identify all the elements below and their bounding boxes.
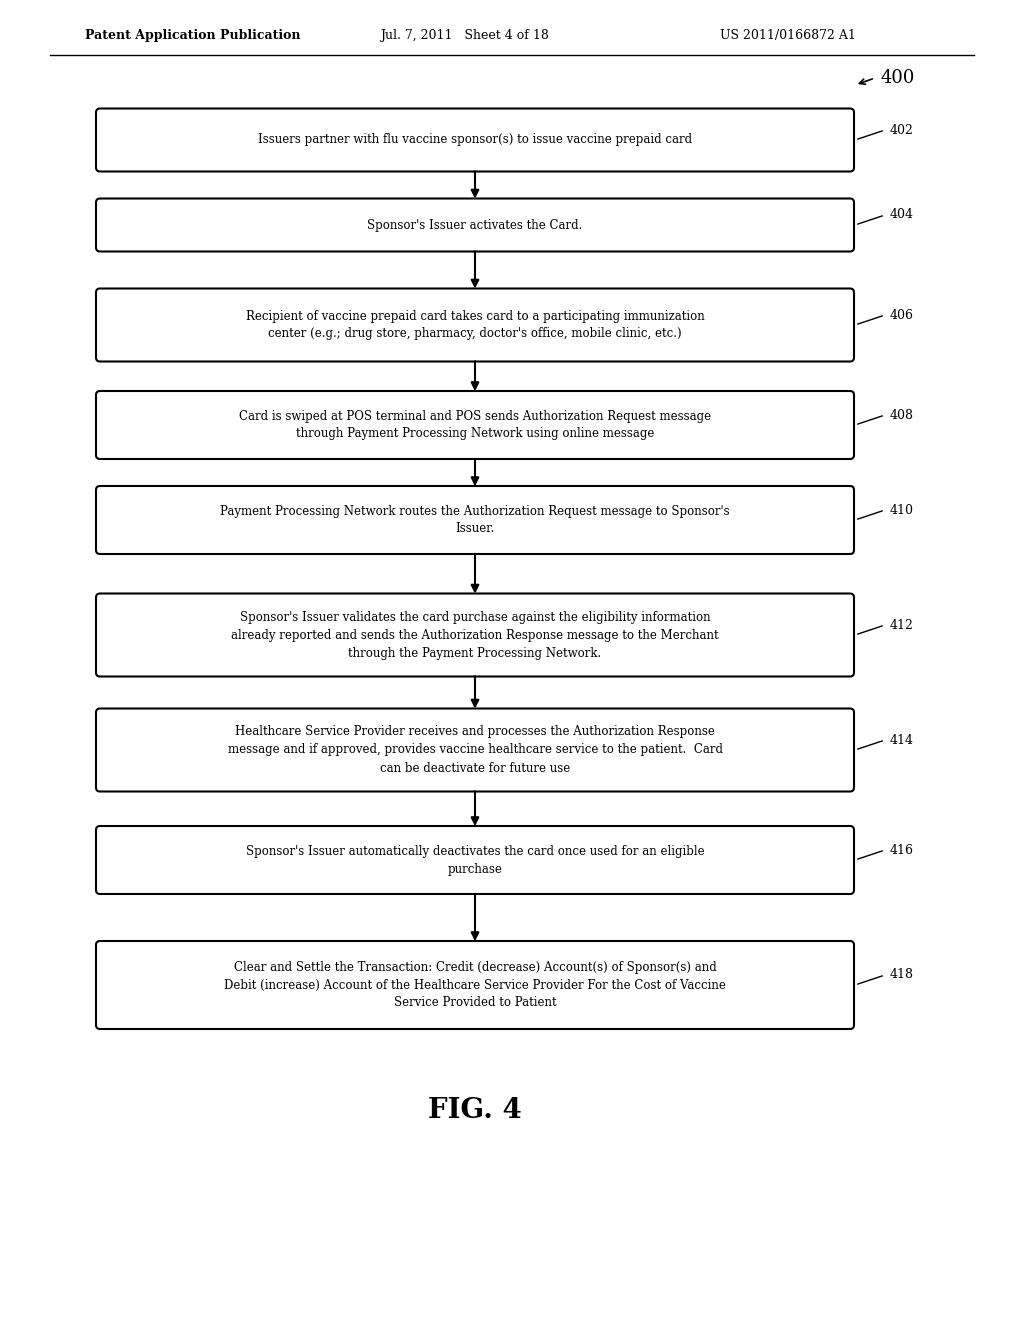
FancyBboxPatch shape	[96, 289, 854, 362]
Text: 414: 414	[890, 734, 914, 747]
Text: Service Provided to Patient: Service Provided to Patient	[393, 997, 556, 1010]
Text: 410: 410	[890, 503, 914, 516]
Text: Debit (increase) Account of the Healthcare Service Provider For the Cost of Vacc: Debit (increase) Account of the Healthca…	[224, 978, 726, 991]
Text: Patent Application Publication: Patent Application Publication	[85, 29, 300, 41]
Text: center (e.g.; drug store, pharmacy, doctor's office, mobile clinic, etc.): center (e.g.; drug store, pharmacy, doct…	[268, 327, 682, 341]
FancyBboxPatch shape	[96, 391, 854, 459]
Text: 416: 416	[890, 843, 914, 857]
FancyBboxPatch shape	[96, 709, 854, 792]
FancyBboxPatch shape	[96, 198, 854, 252]
Text: Clear and Settle the Transaction: Credit (decrease) Account(s) of Sponsor(s) and: Clear and Settle the Transaction: Credit…	[233, 961, 717, 974]
Text: 404: 404	[890, 209, 914, 222]
Text: Issuer.: Issuer.	[456, 523, 495, 536]
Text: 402: 402	[890, 124, 913, 136]
Text: 418: 418	[890, 969, 914, 982]
Text: purchase: purchase	[447, 862, 503, 875]
Text: through Payment Processing Network using online message: through Payment Processing Network using…	[296, 428, 654, 441]
Text: 408: 408	[890, 408, 914, 421]
Text: Sponsor's Issuer activates the Card.: Sponsor's Issuer activates the Card.	[368, 219, 583, 231]
Text: through the Payment Processing Network.: through the Payment Processing Network.	[348, 647, 602, 660]
Text: message and if approved, provides vaccine healthcare service to the patient.  Ca: message and if approved, provides vaccin…	[227, 743, 723, 756]
Text: Card is swiped at POS terminal and POS sends Authorization Request message: Card is swiped at POS terminal and POS s…	[239, 409, 711, 422]
Text: Jul. 7, 2011   Sheet 4 of 18: Jul. 7, 2011 Sheet 4 of 18	[380, 29, 549, 41]
Text: US 2011/0166872 A1: US 2011/0166872 A1	[720, 29, 856, 41]
FancyBboxPatch shape	[96, 486, 854, 554]
FancyBboxPatch shape	[96, 826, 854, 894]
Text: Sponsor's Issuer validates the card purchase against the eligibility information: Sponsor's Issuer validates the card purc…	[240, 611, 711, 623]
Text: Recipient of vaccine prepaid card takes card to a participating immunization: Recipient of vaccine prepaid card takes …	[246, 309, 705, 322]
FancyBboxPatch shape	[96, 594, 854, 676]
Text: 400: 400	[880, 69, 914, 87]
Text: Issuers partner with flu vaccine sponsor(s) to issue vaccine prepaid card: Issuers partner with flu vaccine sponsor…	[258, 133, 692, 147]
Text: Healthcare Service Provider receives and processes the Authorization Response: Healthcare Service Provider receives and…	[236, 726, 715, 738]
FancyBboxPatch shape	[96, 108, 854, 172]
Text: already reported and sends the Authorization Response message to the Merchant: already reported and sends the Authoriza…	[231, 628, 719, 642]
Text: 406: 406	[890, 309, 914, 322]
Text: Sponsor's Issuer automatically deactivates the card once used for an eligible: Sponsor's Issuer automatically deactivat…	[246, 845, 705, 858]
Text: can be deactivate for future use: can be deactivate for future use	[380, 762, 570, 775]
Text: Payment Processing Network routes the Authorization Request message to Sponsor's: Payment Processing Network routes the Au…	[220, 504, 730, 517]
FancyBboxPatch shape	[96, 941, 854, 1030]
Text: 412: 412	[890, 619, 913, 631]
Text: FIG. 4: FIG. 4	[428, 1097, 522, 1123]
